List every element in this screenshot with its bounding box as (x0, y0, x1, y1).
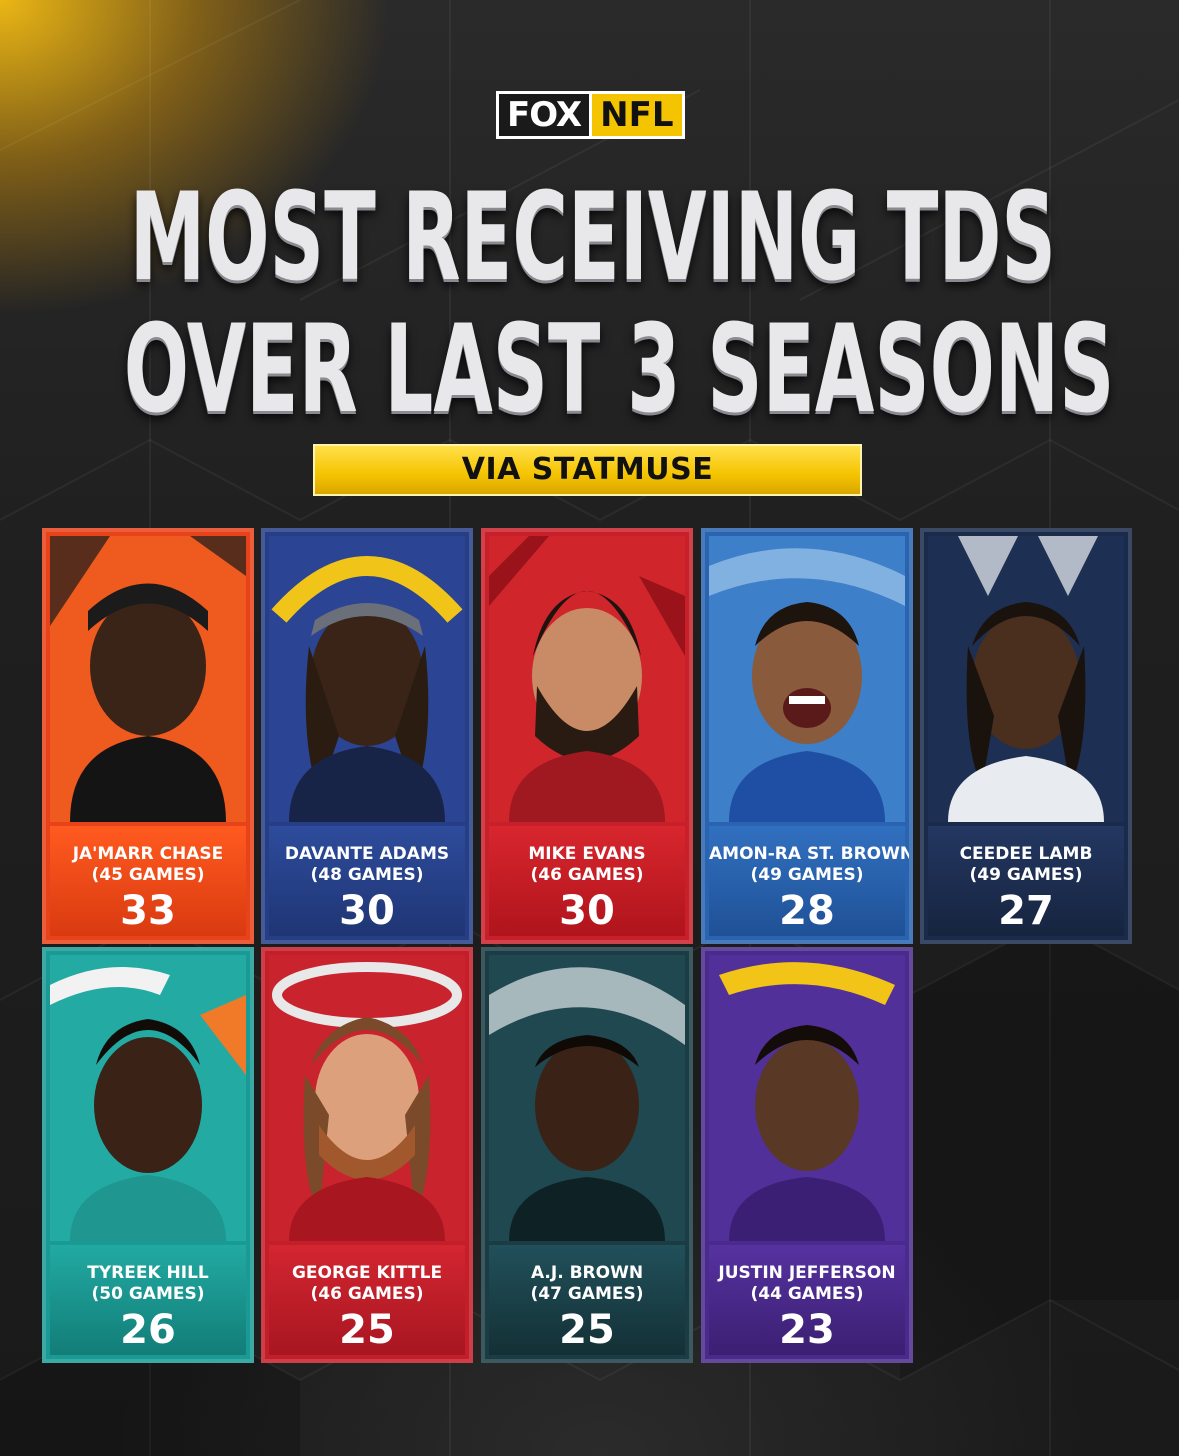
player-games: (49 GAMES) (969, 865, 1083, 885)
player-games: (49 GAMES) (750, 865, 864, 885)
logo-fox: FOX (496, 91, 590, 139)
player-portrait (269, 955, 465, 1241)
title-line-1: MOST RECEIVING TDS (129, 168, 1056, 308)
player-tds: 25 (339, 1307, 395, 1353)
player-portrait (269, 536, 465, 822)
player-info: CEEDEE LAMB (49 GAMES) 27 (928, 826, 1124, 936)
source-banner: VIA STATMUSE (313, 444, 862, 496)
player-name: DAVANTE ADAMS (284, 844, 450, 864)
player-tds: 25 (559, 1307, 615, 1353)
player-portrait (489, 536, 685, 822)
player-games: (44 GAMES) (750, 1284, 864, 1304)
fox-nfl-logo: FOX NFL (496, 91, 685, 139)
player-card-kittle: GEORGE KITTLE (46 GAMES) 25 (261, 947, 473, 1363)
player-card-adams: DAVANTE ADAMS (48 GAMES) 30 (261, 528, 473, 944)
player-tds: 33 (120, 888, 176, 934)
player-portrait (50, 955, 246, 1241)
player-card-lamb: CEEDEE LAMB (49 GAMES) 27 (920, 528, 1132, 944)
player-portrait (928, 536, 1124, 822)
player-tds: 26 (120, 1307, 176, 1353)
logo-nfl: NFL (589, 91, 685, 139)
player-name: AMON-RA ST. BROWN (709, 844, 913, 864)
player-card-jefferson: JUSTIN JEFFERSON (44 GAMES) 23 (701, 947, 913, 1363)
player-info: MIKE EVANS (46 GAMES) 30 (489, 826, 685, 936)
player-tds: 28 (779, 888, 835, 934)
player-card-chase: JA'MARR CHASE (45 GAMES) 33 (42, 528, 254, 944)
player-tds: 30 (339, 888, 395, 934)
player-tds: 30 (559, 888, 615, 934)
player-info: JA'MARR CHASE (45 GAMES) 33 (50, 826, 246, 936)
title-line-2: OVER LAST 3 SEASONS (123, 300, 1115, 440)
player-portrait (489, 955, 685, 1241)
player-games: (46 GAMES) (310, 1284, 424, 1304)
player-info: TYREEK HILL (50 GAMES) 26 (50, 1245, 246, 1355)
player-info: GEORGE KITTLE (46 GAMES) 25 (269, 1245, 465, 1355)
player-portrait (50, 536, 246, 822)
player-info: JUSTIN JEFFERSON (44 GAMES) 23 (709, 1245, 905, 1355)
player-games: (45 GAMES) (91, 865, 205, 885)
player-name: JUSTIN JEFFERSON (718, 1263, 896, 1283)
player-name: A.J. BROWN (530, 1263, 644, 1283)
player-card-evans: MIKE EVANS (46 GAMES) 30 (481, 528, 693, 944)
player-games: (50 GAMES) (91, 1284, 205, 1304)
player-info: DAVANTE ADAMS (48 GAMES) 30 (269, 826, 465, 936)
player-info: AMON-RA ST. BROWN (49 GAMES) 28 (709, 826, 913, 936)
player-info: A.J. BROWN (47 GAMES) 25 (489, 1245, 685, 1355)
player-games: (46 GAMES) (530, 865, 644, 885)
player-name: MIKE EVANS (528, 844, 646, 864)
player-card-hill: TYREEK HILL (50 GAMES) 26 (42, 947, 254, 1363)
player-portrait (709, 955, 905, 1241)
player-name: JA'MARR CHASE (72, 844, 224, 864)
player-games: (47 GAMES) (530, 1284, 644, 1304)
player-name: TYREEK HILL (87, 1263, 209, 1283)
player-name: GEORGE KITTLE (291, 1263, 443, 1283)
player-tds: 27 (998, 888, 1054, 934)
player-card-st-brown: AMON-RA ST. BROWN (49 GAMES) 28 (701, 528, 913, 944)
player-games: (48 GAMES) (310, 865, 424, 885)
player-name: CEEDEE LAMB (959, 844, 1093, 864)
player-tds: 23 (779, 1307, 835, 1353)
player-card-aj-brown: A.J. BROWN (47 GAMES) 25 (481, 947, 693, 1363)
player-portrait (709, 536, 905, 822)
